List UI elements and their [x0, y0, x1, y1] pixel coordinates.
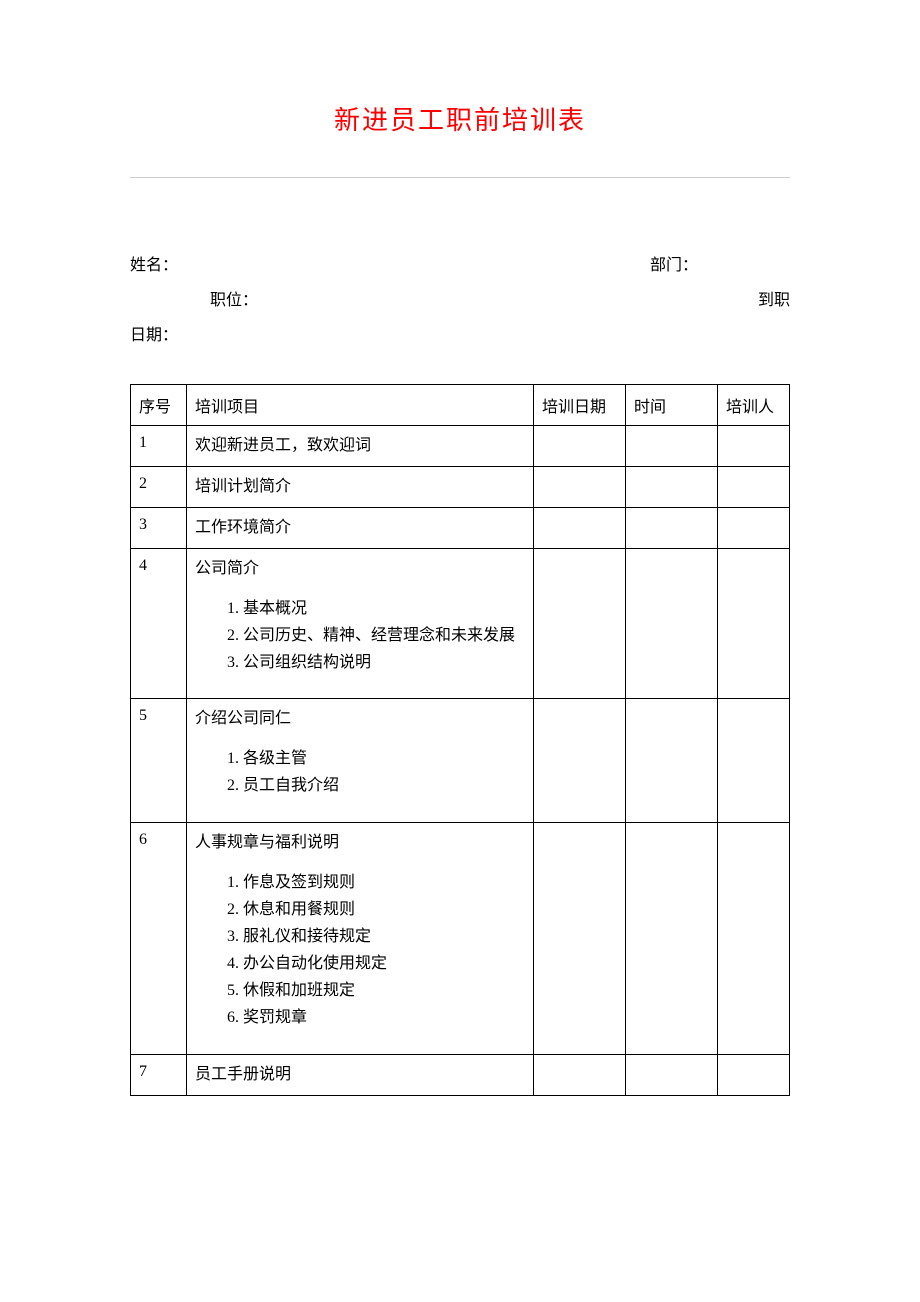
item-main-text: 员工手册说明 — [195, 1063, 525, 1087]
cell-item: 员工手册说明 — [187, 1054, 534, 1095]
info-row-2: 职位： 到职 — [130, 283, 790, 318]
training-table: 序号 培训项目 培训日期 时间 培训人 1 欢迎新进员工，致欢迎词 2 培训计划简介 3… — [130, 384, 790, 1096]
item-subitem: 公司组织结构说明 — [243, 649, 525, 676]
table-row: 1 欢迎新进员工，致欢迎词 — [131, 425, 790, 466]
cell-seq: 2 — [131, 466, 187, 507]
item-main-text: 培训计划简介 — [195, 475, 525, 499]
indent-spacer — [130, 283, 210, 318]
cell-seq: 1 — [131, 425, 187, 466]
cell-seq: 4 — [131, 548, 187, 699]
header-item: 培训项目 — [187, 384, 534, 425]
item-subitem: 办公自动化使用规定 — [243, 950, 525, 977]
item-main-text: 介绍公司同仁 — [195, 707, 525, 731]
header-date: 培训日期 — [534, 384, 626, 425]
cell-time — [626, 1054, 718, 1095]
item-subitem: 休息和用餐规则 — [243, 896, 525, 923]
item-subitem: 服礼仪和接待规定 — [243, 923, 525, 950]
item-subitem: 奖罚规章 — [243, 1004, 525, 1031]
cell-trainer — [718, 548, 790, 699]
divider — [130, 177, 790, 178]
cell-time — [626, 822, 718, 1054]
info-row-1: 姓名： 部门： — [130, 248, 790, 283]
cell-item: 培训计划简介 — [187, 466, 534, 507]
cell-item: 工作环境简介 — [187, 507, 534, 548]
cell-date — [534, 466, 626, 507]
table-row: 5介绍公司同仁各级主管员工自我介绍 — [131, 699, 790, 822]
cell-time — [626, 507, 718, 548]
item-main-text: 欢迎新进员工，致欢迎词 — [195, 434, 525, 458]
item-sublist: 作息及签到规则休息和用餐规则服礼仪和接待规定办公自动化使用规定休假和加班规定奖罚… — [243, 869, 525, 1032]
item-sublist: 基本概况公司历史、精神、经营理念和未来发展公司组织结构说明 — [243, 595, 525, 677]
cell-seq: 3 — [131, 507, 187, 548]
cell-trainer — [718, 1054, 790, 1095]
table-row: 4公司简介基本概况公司历史、精神、经营理念和未来发展公司组织结构说明 — [131, 548, 790, 699]
cell-item: 介绍公司同仁各级主管员工自我介绍 — [187, 699, 534, 822]
cell-date — [534, 425, 626, 466]
header-seq: 序号 — [131, 384, 187, 425]
cell-trainer — [718, 822, 790, 1054]
header-time: 时间 — [626, 384, 718, 425]
item-main-text: 工作环境简介 — [195, 516, 525, 540]
cell-item: 公司简介基本概况公司历史、精神、经营理念和未来发展公司组织结构说明 — [187, 548, 534, 699]
item-sublist: 各级主管员工自我介绍 — [243, 745, 525, 799]
table-row: 3 工作环境简介 — [131, 507, 790, 548]
cell-time — [626, 548, 718, 699]
cell-date — [534, 507, 626, 548]
cell-trainer — [718, 466, 790, 507]
cell-seq: 5 — [131, 699, 187, 822]
item-subitem: 作息及签到规则 — [243, 869, 525, 896]
cell-trainer — [718, 699, 790, 822]
table-header-row: 序号 培训项目 培训日期 时间 培训人 — [131, 384, 790, 425]
cell-seq: 6 — [131, 822, 187, 1054]
cell-time — [626, 466, 718, 507]
cell-trainer — [718, 507, 790, 548]
header-trainer: 培训人 — [718, 384, 790, 425]
arrival-label: 到职 — [690, 283, 790, 318]
table-body: 1欢迎新进员工，致欢迎词2培训计划简介3工作环境简介4公司简介基本概况公司历史、… — [131, 425, 790, 1095]
item-main-text: 公司简介 — [195, 557, 525, 581]
table-row: 2 培训计划简介 — [131, 466, 790, 507]
cell-time — [626, 699, 718, 822]
table-row: 7 员工手册说明 — [131, 1054, 790, 1095]
cell-date — [534, 1054, 626, 1095]
cell-date — [534, 548, 626, 699]
cell-item: 欢迎新进员工，致欢迎词 — [187, 425, 534, 466]
cell-trainer — [718, 425, 790, 466]
item-subitem: 基本概况 — [243, 595, 525, 622]
item-subitem: 员工自我介绍 — [243, 772, 525, 799]
name-label: 姓名： — [130, 248, 650, 283]
item-main-text: 人事规章与福利说明 — [195, 831, 525, 855]
item-subitem: 公司历史、精神、经营理念和未来发展 — [243, 622, 525, 649]
dept-label: 部门： — [650, 248, 790, 283]
cell-time — [626, 425, 718, 466]
date-label: 日期： — [130, 327, 178, 344]
item-subitem: 休假和加班规定 — [243, 977, 525, 1004]
cell-seq: 7 — [131, 1054, 187, 1095]
item-subitem: 各级主管 — [243, 745, 525, 772]
info-row-3: 日期： — [130, 318, 790, 353]
page-title: 新进员工职前培训表 — [130, 100, 790, 137]
cell-item: 人事规章与福利说明作息及签到规则休息和用餐规则服礼仪和接待规定办公自动化使用规定… — [187, 822, 534, 1054]
cell-date — [534, 699, 626, 822]
info-block: 姓名： 部门： 职位： 到职 日期： — [130, 248, 790, 354]
cell-date — [534, 822, 626, 1054]
table-row: 6人事规章与福利说明作息及签到规则休息和用餐规则服礼仪和接待规定办公自动化使用规… — [131, 822, 790, 1054]
position-label: 职位： — [210, 283, 690, 318]
